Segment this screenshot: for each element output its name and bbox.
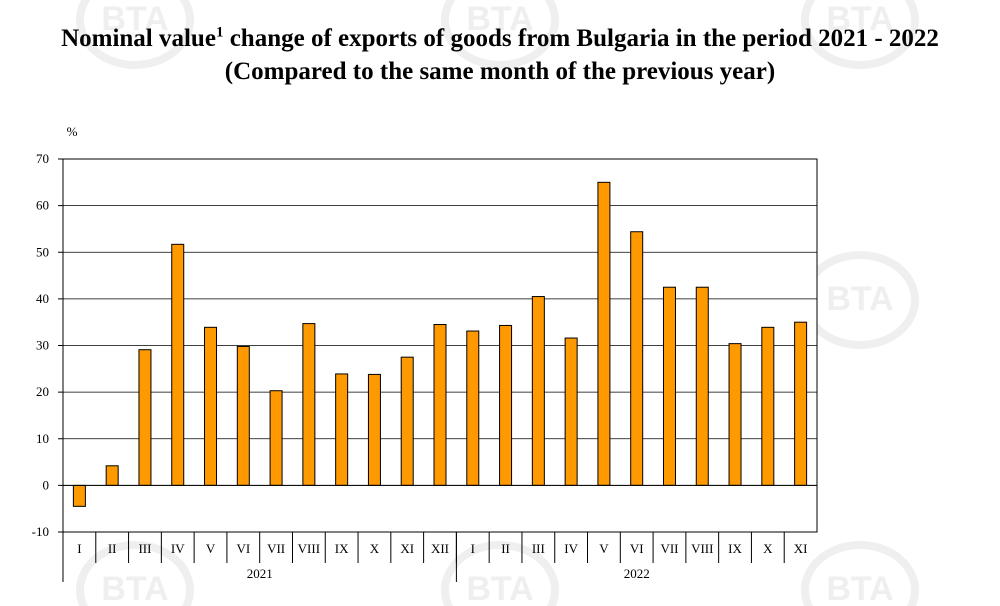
x-tick-label: I <box>471 541 475 556</box>
bar <box>564 337 578 486</box>
bar <box>204 326 218 486</box>
bar <box>236 345 250 486</box>
x-tick-label: III <box>532 541 545 556</box>
x-tick-label: IX <box>335 541 349 556</box>
x-tick-label: VI <box>236 541 250 556</box>
bar <box>138 349 152 486</box>
x-tick-label: XI <box>794 541 808 556</box>
x-tick-label: III <box>138 541 151 556</box>
watermark-logo: BTA <box>441 541 559 606</box>
x-tick-label: XI <box>400 541 414 556</box>
bar <box>728 343 742 486</box>
watermark-logo: BTA <box>801 541 919 606</box>
bar <box>269 390 283 486</box>
title-footnote-marker: 1 <box>215 24 224 41</box>
chart-title: Nominal value1 change of exports of good… <box>0 22 1000 88</box>
svg-text:BTA: BTA <box>101 570 168 606</box>
x-tick-label: V <box>206 541 216 556</box>
bar <box>531 296 545 486</box>
x-tick-label: VII <box>660 541 678 556</box>
x-tick-label: IV <box>564 541 578 556</box>
watermark-logo: BTA <box>801 251 919 349</box>
bar <box>499 324 513 486</box>
y-tick-label: 0 <box>43 477 50 492</box>
x-group-label: 2022 <box>624 566 650 581</box>
y-tick-label: 50 <box>36 244 49 259</box>
x-tick-label: VIII <box>298 541 320 556</box>
y-tick-label: 20 <box>36 384 49 399</box>
x-tick-label: II <box>108 541 117 556</box>
bar <box>72 484 86 507</box>
bar <box>433 324 447 486</box>
bar <box>794 321 808 486</box>
x-tick-label: IV <box>171 541 185 556</box>
y-tick-label: -10 <box>32 524 49 539</box>
bar <box>302 323 316 486</box>
title-rest: change of exports of goods from Bulgaria… <box>223 25 939 52</box>
watermark-logo: BTA <box>76 541 194 606</box>
bar <box>695 286 709 486</box>
bar <box>105 465 119 486</box>
x-tick-label: VIII <box>691 541 713 556</box>
y-tick-label: 30 <box>36 338 49 353</box>
title-main: Nominal value <box>61 25 216 52</box>
bar <box>662 286 676 486</box>
svg-text:BTA: BTA <box>826 280 893 318</box>
svg-text:BTA: BTA <box>466 0 533 38</box>
x-tick-label: IX <box>728 541 742 556</box>
y-axis-label: % <box>67 124 78 139</box>
bar <box>466 330 480 486</box>
x-tick-label: XII <box>431 541 449 556</box>
svg-text:BTA: BTA <box>826 570 893 606</box>
x-tick-label: X <box>763 541 773 556</box>
watermark-logo: BTA <box>76 0 194 69</box>
x-tick-label: I <box>77 541 81 556</box>
bar <box>367 373 381 486</box>
bar <box>400 356 414 486</box>
x-tick-label: VI <box>630 541 644 556</box>
y-tick-label: 60 <box>36 198 49 213</box>
svg-text:BTA: BTA <box>826 0 893 38</box>
bar <box>761 326 775 486</box>
y-tick-label: 10 <box>36 431 49 446</box>
y-tick-label: 40 <box>36 291 49 306</box>
x-tick-label: II <box>501 541 510 556</box>
svg-text:BTA: BTA <box>466 570 533 606</box>
bar <box>630 231 644 486</box>
title-line-2: (Compared to the same month of the previ… <box>224 58 776 85</box>
x-tick-label: X <box>370 541 380 556</box>
title-line-1: Nominal value1 change of exports of good… <box>0 22 1000 55</box>
y-tick-label: 70 <box>36 151 49 166</box>
watermark-logo: BTA <box>801 0 919 69</box>
x-group-label: 2021 <box>247 566 273 581</box>
bar <box>171 243 185 486</box>
x-tick-label: V <box>599 541 609 556</box>
svg-text:BTA: BTA <box>101 0 168 38</box>
bar <box>335 373 349 486</box>
bar <box>597 181 611 486</box>
watermark-logo: BTA <box>441 0 559 69</box>
x-tick-label: VII <box>267 541 285 556</box>
